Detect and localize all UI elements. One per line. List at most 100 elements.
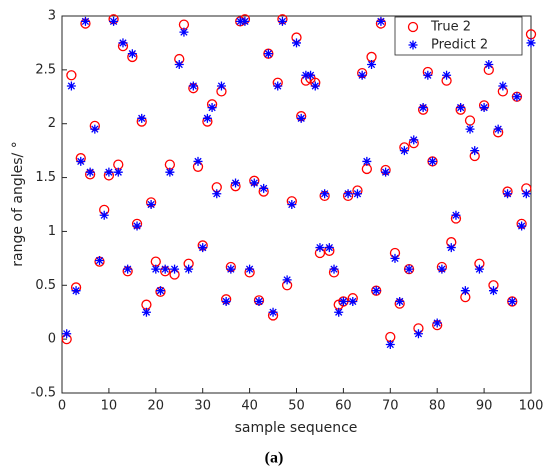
point [376,16,386,26]
point [113,167,123,177]
point [367,59,377,69]
point [338,296,348,306]
point [137,113,147,123]
point [488,286,498,296]
y-tick-label: 0.5 [35,278,56,293]
point [498,81,508,91]
point [71,286,81,296]
point [343,189,353,199]
point [273,81,283,91]
y-tick-label: 3 [48,9,56,24]
point [484,59,494,69]
point [85,167,95,177]
point [324,243,334,253]
point [315,243,325,253]
point [329,264,339,274]
point [160,264,170,274]
point [399,146,409,156]
point [80,16,90,26]
point [428,156,438,166]
x-tick-label: 0 [58,399,66,414]
point [352,189,362,199]
point [146,200,156,209]
point [301,70,311,80]
point [66,81,76,91]
point [240,16,250,26]
point [503,189,513,199]
point [188,81,198,91]
point [413,329,423,339]
point [155,286,165,296]
point [254,296,264,306]
point [282,275,292,285]
point [292,38,301,48]
point [174,59,184,69]
point [165,167,175,177]
point [99,210,109,220]
point [170,264,180,274]
point [287,200,297,209]
point [371,286,381,296]
point [306,70,316,80]
point [268,307,278,317]
point [507,296,517,306]
point [409,135,419,145]
x-tick-label: 80 [429,399,446,414]
y-tick-label: 2 [48,116,56,131]
point [62,329,72,339]
x-tick-label: 30 [194,399,211,414]
point [446,243,456,253]
point [221,296,231,306]
point [437,264,447,274]
point [310,81,320,91]
point [212,189,222,199]
point [456,103,466,113]
point [118,38,128,48]
y-tick-label: 2.5 [35,62,56,77]
point [479,103,489,113]
point [362,156,372,166]
point [442,70,452,80]
point [474,264,484,274]
point [512,92,522,102]
point [249,178,259,188]
x-tick-label: 60 [335,399,352,414]
point [334,307,344,317]
x-tick-label: 90 [476,399,493,414]
point [179,27,189,37]
legend-marker [407,21,419,33]
point [127,49,137,59]
x-tick-label: 20 [148,399,165,414]
point [123,264,133,274]
caption: (a) [265,450,284,467]
point [184,264,194,274]
point [277,16,287,26]
y-tick-label: -0.5 [31,386,56,401]
point [465,124,475,134]
y-tick-label: 0 [48,332,56,347]
x-tick-label: 100 [519,399,544,414]
point [460,286,470,296]
point [385,340,395,350]
point [526,38,536,48]
point [90,124,100,134]
legend-marker [408,40,418,50]
point [320,189,330,199]
point [132,221,142,231]
point [202,113,212,123]
point [216,81,226,91]
point [423,70,433,80]
point [226,264,236,274]
point [390,253,400,263]
legend-label: True 2 [430,20,471,35]
point [348,296,358,306]
point [231,178,241,188]
y-tick-label: 1 [48,224,56,239]
point [198,243,208,253]
legend-label: Predict 2 [431,38,488,53]
x-tick-label: 70 [382,399,399,414]
point [357,70,367,80]
plot-frame [61,15,532,394]
point [104,167,114,177]
